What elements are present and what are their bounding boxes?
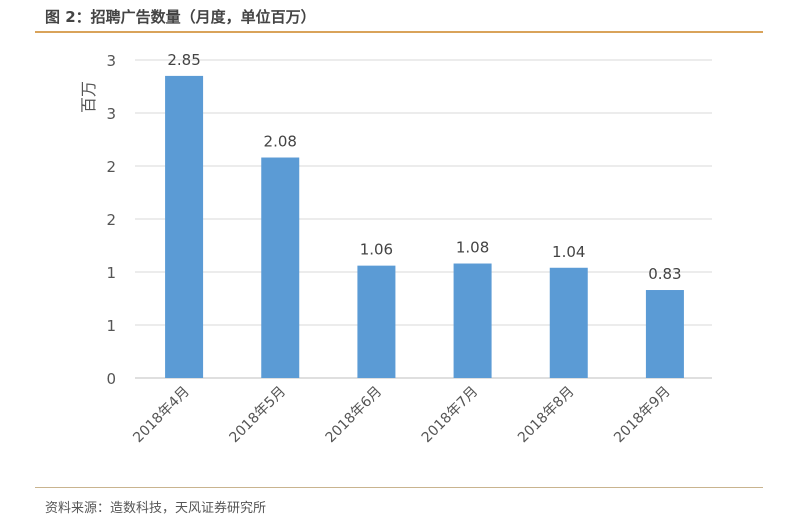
x-tick-label: 2018年8月	[515, 384, 578, 447]
data-label: 1.06	[360, 241, 393, 259]
y-tick-label: 0	[106, 370, 116, 388]
bar	[645, 290, 684, 378]
x-tick-label: 2018年9月	[611, 384, 674, 447]
source-divider	[35, 487, 763, 488]
figure-title: 图 2：招聘广告数量（月度，单位百万）	[45, 8, 316, 26]
data-label: 1.08	[456, 239, 489, 257]
data-label: 2.08	[264, 133, 297, 151]
bar	[549, 267, 588, 378]
x-tick-label: 2018年4月	[130, 384, 193, 447]
y-tick-label: 1	[106, 264, 116, 282]
data-label: 2.85	[167, 51, 200, 69]
bar	[165, 75, 204, 379]
y-tick-label: 2	[106, 211, 116, 229]
y-tick-label: 3	[106, 105, 116, 123]
x-tick-label: 2018年7月	[419, 384, 482, 447]
data-label: 0.83	[648, 265, 681, 283]
y-tick-label: 2	[106, 158, 116, 176]
source-note: 资料来源：造数科技，天风证券研究所	[45, 501, 267, 516]
x-tick-label: 2018年5月	[226, 384, 289, 447]
bar	[261, 157, 300, 378]
bar	[357, 265, 396, 378]
y-tick-label: 3	[106, 52, 116, 70]
y-axis-label: 百万	[79, 81, 98, 113]
data-label: 1.04	[552, 243, 585, 261]
x-tick-label: 2018年6月	[323, 384, 386, 447]
title-divider	[35, 31, 763, 33]
bar	[453, 263, 492, 378]
y-tick-label: 1	[106, 317, 116, 335]
